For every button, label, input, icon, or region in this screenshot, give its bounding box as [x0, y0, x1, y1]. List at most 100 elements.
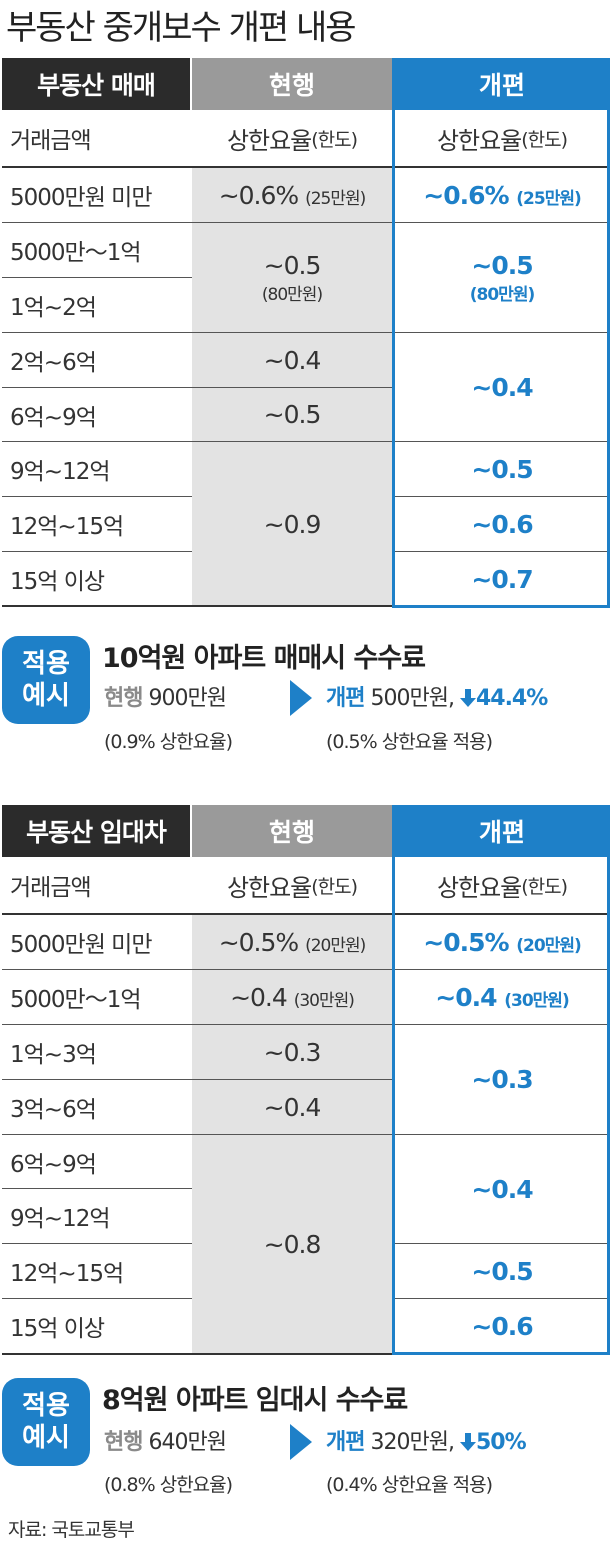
rate-value: ~0.5 — [263, 400, 322, 429]
rent-new-cell: ~0.5% (20만원) — [394, 915, 610, 969]
sale-current-cell: ~0.5 — [192, 388, 392, 441]
rate-value: ~0.7 — [471, 564, 533, 594]
divider — [2, 1243, 192, 1244]
table-row-label: 15억 이상 — [10, 1316, 105, 1342]
rent-new-cell: ~0.4 (30만원) — [394, 970, 610, 1024]
table-row-label: 12억~15억 — [10, 514, 124, 540]
sale-current-cell: ~0.9 — [192, 442, 392, 606]
table-row-label: 1억~3억 — [10, 1042, 97, 1068]
divider — [2, 496, 192, 497]
rate-value: ~0.5% — [218, 927, 299, 957]
sale-new-cell: ~0.5 (80만원) — [394, 223, 610, 332]
arrow-down-icon — [459, 689, 476, 707]
rate-value: ~0.4 — [263, 1092, 322, 1122]
limit-value: (25만원) — [516, 188, 581, 209]
rent-subheader-new: 상한요율 (한도) — [394, 857, 610, 913]
rent-subheader-amount: 거래금액 — [10, 875, 92, 901]
table-row-label: 9억~12억 — [10, 459, 111, 485]
divider — [394, 496, 610, 497]
example-badge: 적용 예시 — [2, 1378, 90, 1466]
rent-new-cell: ~0.6 — [394, 1299, 610, 1353]
limit-value: (30만원) — [504, 990, 569, 1011]
example-new-note: (0.4% 상한요율 적용) — [326, 1474, 493, 1496]
sale-current-cell: ~0.5 (80만원) — [192, 223, 392, 332]
table-row-label: 3억~6억 — [10, 1097, 97, 1123]
divider — [2, 1024, 610, 1025]
divider — [2, 1079, 394, 1080]
limit-value: (20만원) — [305, 935, 366, 956]
sale-new-cell: ~0.7 — [394, 552, 610, 606]
example-current-note: (0.8% 상한요율) — [104, 1474, 233, 1496]
divider — [2, 1188, 192, 1189]
rent-new-cell: ~0.5 — [394, 1244, 610, 1298]
sale-subheader-new-main: 상한요율 — [436, 126, 522, 155]
sale-table: 부동산 매매 현행 개편 거래금액 상한요율 (한도) 상한요율 (한도) 5000… — [2, 58, 610, 608]
rent-current-cell: ~0.4 (30만원) — [192, 970, 392, 1024]
arrow-down-icon — [459, 1433, 476, 1451]
example-current: 현행 640만원 — [104, 1424, 227, 1456]
divider — [2, 277, 192, 278]
rate-value: ~0.5 — [471, 250, 533, 280]
rate-value: ~0.6% — [423, 180, 509, 210]
divider — [2, 913, 610, 915]
table-row-label: 2억~6억 — [10, 350, 97, 376]
current-value: 640만원 — [148, 1430, 226, 1455]
table-row-label: 5000만～1억 — [10, 987, 142, 1013]
sale-new-cell: ~0.4 — [394, 333, 610, 441]
badge-line: 예시 — [22, 681, 70, 711]
table-row-label: 5000만～1억 — [10, 240, 142, 266]
rate-value: ~0.5 — [263, 250, 322, 280]
divider — [2, 332, 610, 333]
rate-value: ~0.4 — [435, 982, 497, 1012]
sale-current-cell: ~0.4 — [192, 333, 392, 387]
sale-subheader-amount: 거래금액 — [10, 128, 92, 154]
rent-subheader-current-paren: (한도) — [311, 875, 358, 898]
table-row-label: 5000만원 미만 — [10, 185, 152, 211]
limit-value: (30만원) — [293, 990, 355, 1011]
rate-value: ~0.5 — [471, 1256, 533, 1286]
new-value: 320만원, — [370, 1430, 454, 1455]
sale-new-cell: ~0.5 — [394, 442, 610, 496]
limit-value: (80만원) — [469, 284, 535, 305]
source-note: 자료: 국토교통부 — [8, 1519, 135, 1541]
new-value: 500만원, — [370, 686, 454, 711]
rate-value: ~0.5 — [471, 454, 533, 484]
divider — [394, 1298, 610, 1299]
rent-current-cell: ~0.8 — [192, 1135, 392, 1353]
rate-value: ~0.6 — [471, 1311, 533, 1341]
divider — [2, 166, 610, 168]
rent-current-cell: ~0.3 — [192, 1025, 392, 1079]
rate-value: ~0.4 — [230, 982, 288, 1012]
divider — [394, 551, 610, 552]
limit-value: (80만원) — [261, 284, 323, 305]
divider — [2, 551, 192, 552]
rent-new-cell: ~0.4 — [394, 1135, 610, 1243]
divider — [2, 1134, 610, 1135]
rate-value: ~0.5% — [423, 927, 509, 957]
change-value: 44.4% — [475, 686, 548, 711]
rent-current-cell: ~0.4 — [192, 1080, 392, 1134]
sale-new-cell: ~0.6 — [394, 497, 610, 551]
example-new-note: (0.5% 상한요율 적용) — [326, 731, 493, 753]
example-current-note: (0.9% 상한요율) — [104, 731, 233, 753]
rate-value: ~0.3 — [263, 1037, 322, 1067]
table-row-label: 9억~12억 — [10, 1206, 111, 1232]
rent-subheader-current: 상한요율 (한도) — [192, 857, 392, 913]
limit-value: (25만원) — [305, 188, 366, 209]
badge-line: 적용 — [22, 1391, 70, 1421]
divider — [2, 605, 610, 607]
rate-value: ~0.4 — [471, 1174, 533, 1204]
rate-value: ~0.9 — [263, 509, 322, 539]
rate-value: ~0.3 — [471, 1065, 533, 1094]
new-label: 개편 — [326, 686, 365, 711]
arrow-right-icon — [290, 1424, 312, 1460]
sale-header-kind: 부동산 매매 — [2, 58, 190, 110]
rent-subheader-new-paren: (한도) — [521, 875, 568, 898]
divider — [2, 1298, 192, 1299]
rate-value: ~0.6% — [218, 180, 299, 210]
example-badge: 적용 예시 — [2, 636, 90, 724]
sale-current-cell: ~0.6% (25만원) — [192, 168, 392, 222]
rate-value: ~0.4 — [263, 345, 322, 375]
table-row-label: 12억~15억 — [10, 1261, 124, 1287]
divider — [2, 441, 610, 442]
